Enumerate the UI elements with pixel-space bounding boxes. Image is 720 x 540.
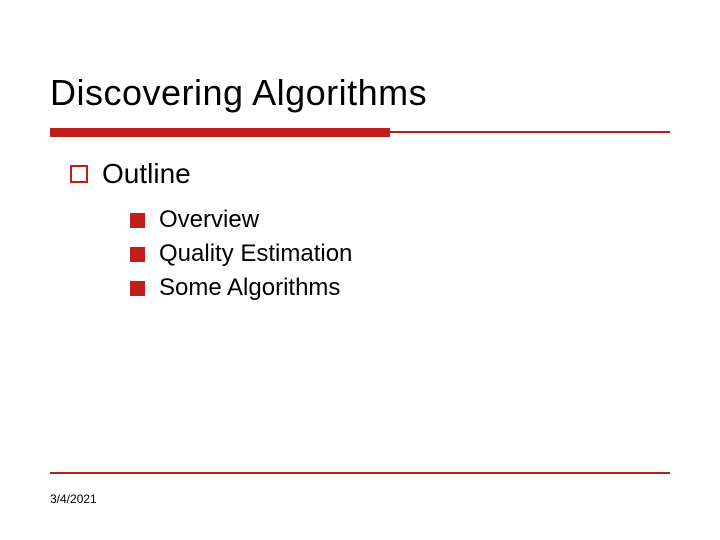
list-item: Quality Estimation bbox=[130, 240, 352, 268]
square-outline-icon bbox=[70, 165, 88, 183]
slide-title: Discovering Algorithms bbox=[50, 72, 427, 114]
footer-rule bbox=[50, 472, 670, 474]
list-item-label: Some Algorithms bbox=[159, 274, 340, 302]
square-fill-icon bbox=[130, 281, 145, 296]
list-item-label: Overview bbox=[159, 206, 259, 234]
list-item-label: Quality Estimation bbox=[159, 240, 352, 268]
footer-date: 3/4/2021 bbox=[50, 492, 97, 506]
outline-row: Outline bbox=[70, 158, 191, 190]
list-item: Some Algorithms bbox=[130, 274, 352, 302]
outline-label: Outline bbox=[102, 158, 191, 190]
title-rule-thick bbox=[50, 128, 390, 137]
list-item: Overview bbox=[130, 206, 352, 234]
outline-sublist: Overview Quality Estimation Some Algorit… bbox=[130, 206, 352, 308]
slide: Discovering Algorithms Outline Overview … bbox=[0, 0, 720, 540]
square-fill-icon bbox=[130, 213, 145, 228]
title-rule-thin bbox=[390, 131, 670, 133]
square-fill-icon bbox=[130, 247, 145, 262]
